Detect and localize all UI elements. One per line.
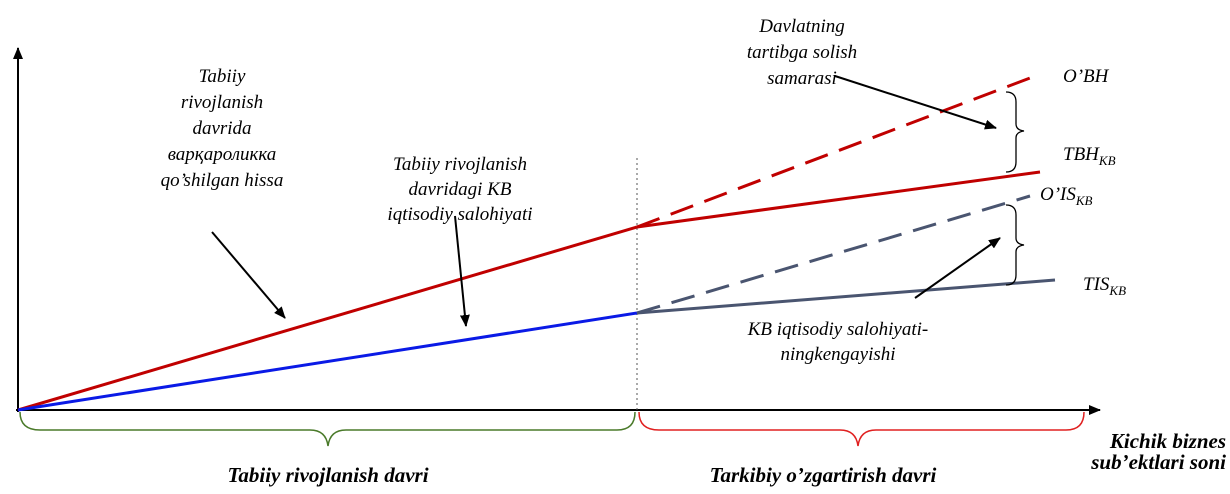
brace [1005, 91, 1025, 173]
arrow [914, 237, 1001, 299]
period-brace [19, 411, 636, 447]
arrow [454, 215, 470, 327]
label-sub: KB [1108, 283, 1126, 298]
label-sub: KB [1075, 193, 1093, 208]
line-label: O’BH [1063, 66, 1110, 87]
annotation: варқароликка [168, 144, 277, 165]
period-label: Tabiiy rivojlanish davri [227, 463, 428, 487]
label-main: O’BH [1063, 66, 1110, 87]
line-label: O’ISKB [1040, 184, 1093, 208]
annotation: iqtisodiy salohiyati [387, 204, 532, 225]
x-axis-label: sub’ektlari soni [1090, 450, 1226, 474]
annotation: ningkengayishi [780, 344, 895, 365]
line-label: TISKB [1083, 274, 1126, 298]
brace [1005, 204, 1025, 286]
arrow [211, 231, 286, 319]
gray-dashed-line [636, 194, 1031, 315]
annotation: Tabiiy rivojlanish [393, 154, 527, 175]
period-label: Tarkibiy o’zgartirish davri [710, 463, 937, 487]
period-brace [638, 411, 1085, 447]
label-main: TBH [1063, 144, 1100, 165]
label-sub: KB [1098, 153, 1116, 168]
line-label: TBHKB [1063, 144, 1116, 168]
annotation: Tabiiy [199, 66, 246, 87]
annotation: Davlatning [758, 16, 845, 37]
annotation: davrida [192, 118, 251, 139]
red-line [636, 170, 1041, 229]
annotation: tartibga solish [747, 42, 857, 63]
annotation: KB iqtisodiy salohiyati- [747, 319, 929, 340]
red-line [17, 225, 638, 412]
annotation: rivojlanish [181, 92, 263, 113]
x-axis-label: Kichik biznes [1109, 429, 1226, 453]
red-dashed-line [636, 76, 1031, 229]
blue-line [17, 311, 638, 412]
arrow [834, 75, 997, 130]
annotation: qo’shilgan hissa [161, 170, 284, 191]
gray-line [636, 278, 1056, 315]
label-main: O’IS [1040, 184, 1076, 205]
annotation: samarasi [767, 68, 837, 89]
annotation: davridagi KB [409, 179, 512, 200]
label-main: TIS [1083, 274, 1110, 295]
